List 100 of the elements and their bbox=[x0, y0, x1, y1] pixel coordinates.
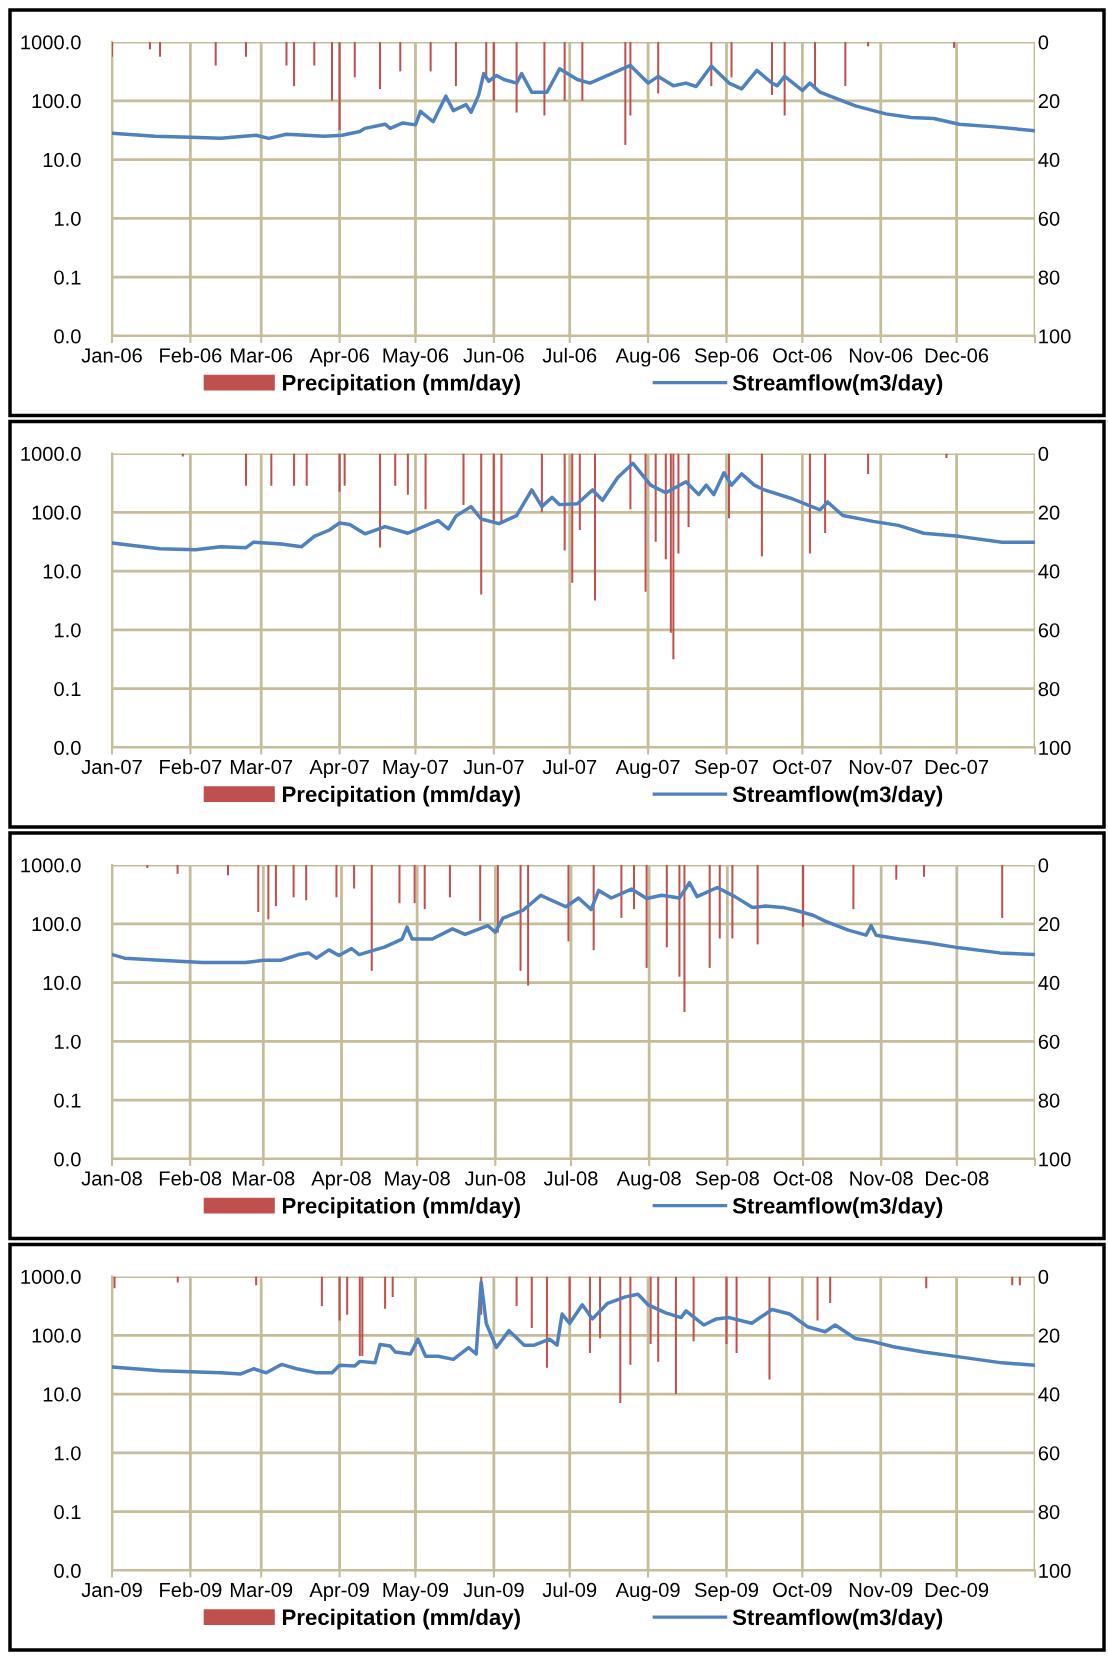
x-tick-label: Aug-09 bbox=[615, 1582, 680, 1602]
y-tick-label: 0.1 bbox=[54, 681, 81, 697]
y2-tick-label: 100 bbox=[1039, 1563, 1071, 1578]
x-tick-label: Sep-08 bbox=[695, 1171, 759, 1190]
y2-tick-label: 100 bbox=[1039, 1152, 1071, 1167]
x-tick-label: Sep-09 bbox=[694, 1582, 759, 1602]
x-tick-label: Dec-08 bbox=[926, 1171, 989, 1186]
x-tick-label: May-08 bbox=[385, 1171, 450, 1190]
x-tick-label: Jun-09 bbox=[463, 1582, 524, 1598]
x-tick-label: Feb-09 bbox=[160, 1582, 222, 1598]
x-tick-label: Nov-09 bbox=[849, 1582, 913, 1598]
x-tick-label: May-06 bbox=[383, 348, 449, 367]
x-tick-label: Jun-07 bbox=[463, 759, 524, 775]
y-tick-label: 0.1 bbox=[54, 1504, 81, 1520]
x-tick-label: Jul-06 bbox=[542, 347, 597, 363]
x-tick-label: Apr-06 bbox=[309, 348, 369, 367]
y2-tick-label: 60 bbox=[1038, 623, 1060, 638]
legend-label: Streamflow(m3/day) bbox=[732, 1608, 943, 1630]
x-tick-label: Dec-06 bbox=[925, 348, 989, 363]
y2-tick-label: 40 bbox=[1038, 564, 1060, 579]
y-tick-label: 0.0 bbox=[54, 740, 81, 755]
y2-tick-label: 80 bbox=[1038, 681, 1060, 697]
y-tick-label: 1.0 bbox=[54, 1034, 81, 1049]
y2-tick-label: 0 bbox=[1038, 446, 1049, 461]
y-tick-label: 0.1 bbox=[54, 270, 81, 285]
y-tick-label: 10.0 bbox=[43, 564, 81, 579]
x-tick-label: Feb-07 bbox=[160, 759, 222, 775]
y-tick-label: 1000.0 bbox=[21, 858, 81, 873]
y2-tick-label: 60 bbox=[1038, 211, 1060, 226]
x-tick-label: Aug-08 bbox=[616, 1171, 681, 1190]
x-tick-label: Oct-09 bbox=[773, 1582, 832, 1598]
line-series bbox=[112, 461, 1035, 552]
y2-tick-label: 40 bbox=[1038, 975, 1060, 991]
y2-tick-label: 60 bbox=[1038, 1446, 1060, 1461]
legend-label: Precipitation (mm/day) bbox=[282, 374, 520, 395]
x-tick-label: Sep-06 bbox=[694, 348, 759, 367]
y2-tick-label: 0 bbox=[1038, 1269, 1049, 1284]
legend-label: Streamflow(m3/day) bbox=[732, 1197, 943, 1218]
x-tick-label: May-07 bbox=[383, 759, 449, 779]
legend-label: Precipitation (mm/day) bbox=[282, 1608, 520, 1630]
x-tick-label: Oct-07 bbox=[773, 759, 832, 775]
y-tick-label: 0.1 bbox=[54, 1093, 81, 1108]
y2-tick-label: 20 bbox=[1038, 917, 1060, 932]
x-tick-label: Jun-08 bbox=[464, 1171, 526, 1186]
y-tick-label: 100.0 bbox=[32, 94, 81, 109]
line-series bbox=[112, 880, 1035, 965]
legend-label: Streamflow(m3/day) bbox=[732, 374, 943, 395]
x-tick-label: Nov-07 bbox=[849, 759, 913, 775]
x-tick-label: Aug-06 bbox=[615, 348, 680, 367]
y-tick-label: 10.0 bbox=[43, 1387, 81, 1402]
y2-tick-label: 80 bbox=[1038, 270, 1060, 285]
x-tick-label: Mar-09 bbox=[230, 1582, 293, 1598]
y2-tick-label: 0 bbox=[1038, 858, 1049, 873]
y-tick-label: 10.0 bbox=[43, 975, 81, 991]
y-tick-label: 1.0 bbox=[54, 211, 81, 226]
x-tick-label: Sep-07 bbox=[694, 759, 758, 779]
x-tick-label: Jul-09 bbox=[542, 1582, 597, 1598]
legend-label: Precipitation (mm/day) bbox=[282, 1197, 520, 1218]
x-tick-label: Feb-06 bbox=[160, 347, 222, 363]
y2-tick-label: 20 bbox=[1038, 505, 1060, 520]
x-tick-label: Nov-08 bbox=[850, 1171, 913, 1186]
legend-label: Precipitation (mm/day) bbox=[282, 785, 520, 807]
y2-tick-label: 60 bbox=[1038, 1034, 1060, 1049]
x-tick-label: Oct-06 bbox=[773, 348, 832, 363]
line-series bbox=[112, 1280, 1035, 1376]
x-tick-label: Apr-09 bbox=[309, 1582, 369, 1602]
x-tick-label: Oct-08 bbox=[773, 1171, 833, 1186]
line-series bbox=[112, 63, 1035, 141]
y-tick-label: 100.0 bbox=[32, 505, 81, 520]
x-tick-label: Aug-07 bbox=[615, 759, 680, 779]
y-tick-label: 1.0 bbox=[54, 623, 81, 638]
x-tick-label: Mar-08 bbox=[233, 1171, 295, 1186]
y-tick-label: 0.0 bbox=[54, 1152, 81, 1167]
y2-tick-label: 40 bbox=[1038, 1387, 1060, 1402]
y-tick-label: 1000.0 bbox=[21, 446, 81, 461]
x-tick-label: Jul-08 bbox=[543, 1170, 598, 1186]
y2-tick-label: 40 bbox=[1038, 152, 1060, 168]
y2-tick-label: 80 bbox=[1038, 1504, 1060, 1520]
y-tick-label: 100.0 bbox=[32, 917, 81, 932]
x-tick-label: Dec-07 bbox=[925, 759, 989, 775]
x-tick-label: Jun-06 bbox=[463, 348, 524, 363]
y-tick-label: 0.0 bbox=[54, 1563, 81, 1578]
x-tick-label: Jan-09 bbox=[81, 1582, 142, 1598]
y-tick-label: 1000.0 bbox=[21, 1269, 81, 1284]
x-tick-label: Dec-09 bbox=[925, 1582, 989, 1598]
y-tick-label: 1000.0 bbox=[21, 35, 81, 50]
legend-label: Streamflow(m3/day) bbox=[732, 785, 943, 807]
x-tick-label: Jan-06 bbox=[81, 348, 142, 363]
y-tick-label: 0.0 bbox=[54, 329, 81, 344]
x-tick-label: Mar-07 bbox=[230, 759, 293, 775]
x-tick-label: Nov-06 bbox=[849, 348, 913, 363]
y-tick-label: 1.0 bbox=[54, 1446, 81, 1461]
x-tick-label: Apr-07 bbox=[309, 759, 369, 779]
x-tick-label: Jan-07 bbox=[81, 759, 142, 775]
y2-tick-label: 20 bbox=[1038, 94, 1060, 109]
x-tick-label: May-09 bbox=[383, 1582, 449, 1602]
x-tick-label: Feb-08 bbox=[159, 1170, 222, 1186]
y-tick-label: 10.0 bbox=[43, 152, 81, 168]
y-tick-label: 100.0 bbox=[32, 1328, 81, 1343]
x-tick-label: Jan-08 bbox=[81, 1171, 142, 1186]
